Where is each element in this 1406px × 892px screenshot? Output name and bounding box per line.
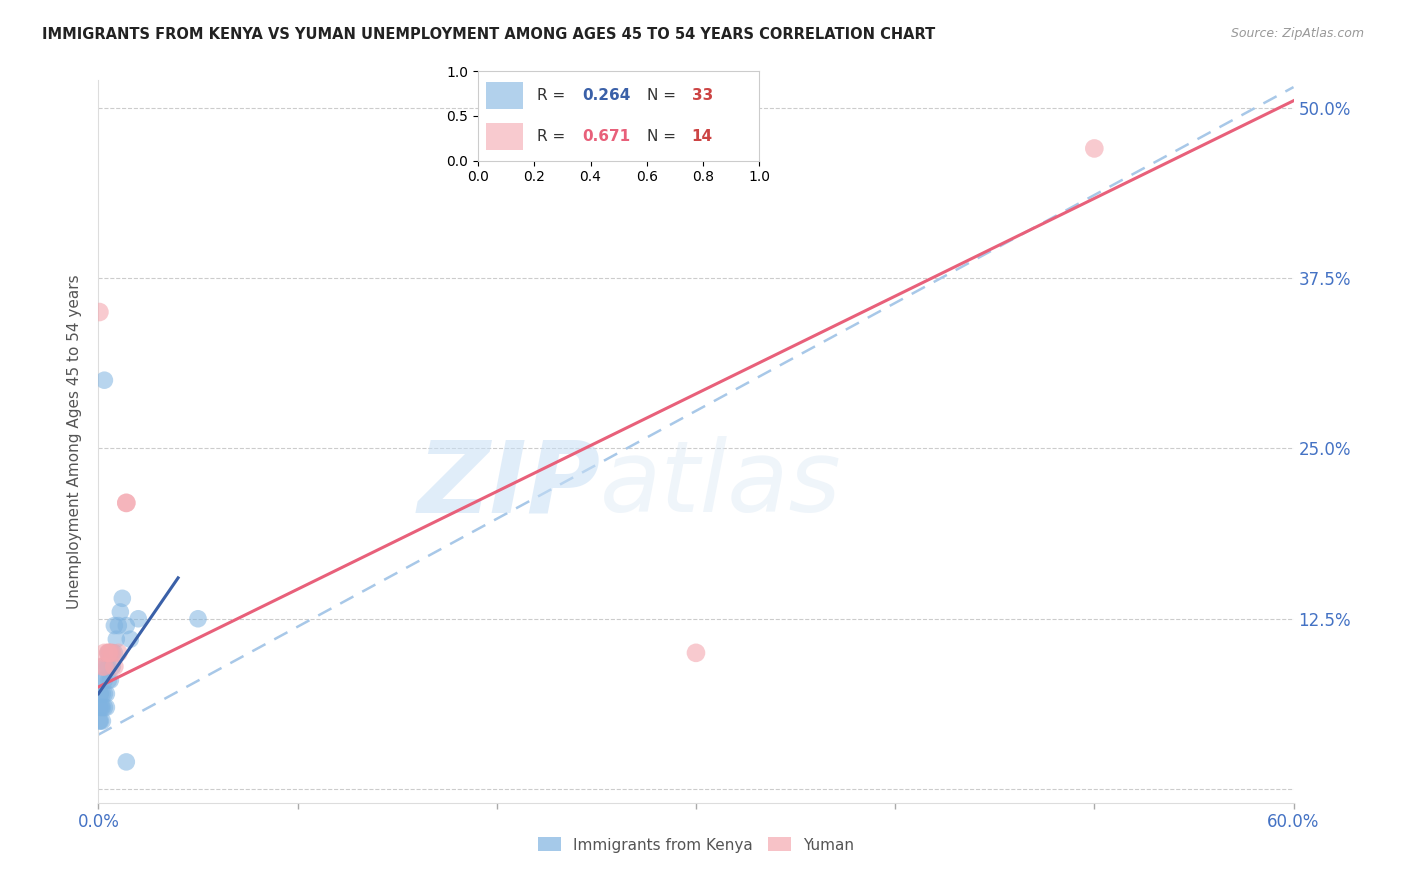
Point [107, 618, 129, 632]
Point [101, 646, 124, 660]
Point [93, 659, 115, 673]
Point [105, 632, 128, 647]
Point [93, 373, 115, 387]
Point [91, 659, 114, 673]
Point [91, 714, 114, 728]
Point [115, 618, 138, 632]
Point [91, 700, 114, 714]
Point [120, 632, 142, 647]
Point [96, 659, 118, 673]
Point [97, 673, 120, 687]
Point [93, 700, 115, 714]
Text: IMMIGRANTS FROM KENYA VS YUMAN UNEMPLOYMENT AMONG AGES 45 TO 54 YEARS CORRELATIO: IMMIGRANTS FROM KENYA VS YUMAN UNEMPLOYM… [42, 27, 935, 42]
Y-axis label: Unemployment Among Ages 45 to 54 years: Unemployment Among Ages 45 to 54 years [67, 274, 83, 609]
Point [91, 659, 114, 673]
Point [103, 659, 125, 673]
Bar [486, 123, 523, 150]
Text: ZIP: ZIP [418, 436, 600, 533]
Point [89, 700, 111, 714]
Point [187, 612, 209, 626]
Point [98, 646, 122, 660]
Point [93, 673, 115, 687]
Point [89, 673, 111, 687]
Point [101, 646, 124, 660]
Point [96, 700, 118, 714]
Point [91, 687, 114, 701]
Text: 14: 14 [692, 129, 713, 144]
Point [115, 755, 138, 769]
Point [89, 714, 111, 728]
Point [127, 612, 149, 626]
Point [103, 618, 125, 632]
Text: 0.264: 0.264 [582, 88, 630, 103]
Point [115, 496, 138, 510]
Point [685, 646, 707, 660]
Point [98, 646, 122, 660]
Point [110, 605, 132, 619]
Text: 33: 33 [692, 88, 713, 103]
Point [1083, 141, 1105, 155]
Point [89, 714, 111, 728]
Point [97, 646, 120, 660]
Text: Source: ZipAtlas.com: Source: ZipAtlas.com [1230, 27, 1364, 40]
Bar [486, 82, 523, 109]
Text: N =: N = [647, 129, 681, 144]
Point [115, 496, 138, 510]
Point [103, 646, 125, 660]
Point [107, 646, 129, 660]
Point [97, 646, 120, 660]
Point [98, 673, 122, 687]
Point [93, 646, 115, 660]
Text: atlas: atlas [600, 436, 842, 533]
Point [90, 700, 112, 714]
Text: R =: R = [537, 88, 571, 103]
Point [111, 591, 134, 606]
Text: 0.671: 0.671 [582, 129, 630, 144]
Point [89, 305, 111, 319]
Point [96, 687, 118, 701]
Legend: Immigrants from Kenya, Yuman: Immigrants from Kenya, Yuman [530, 830, 862, 860]
Point [93, 687, 115, 701]
Text: N =: N = [647, 88, 681, 103]
Point [89, 687, 111, 701]
Point [101, 659, 124, 673]
Text: R =: R = [537, 129, 571, 144]
Point [97, 646, 120, 660]
Point [97, 659, 120, 673]
